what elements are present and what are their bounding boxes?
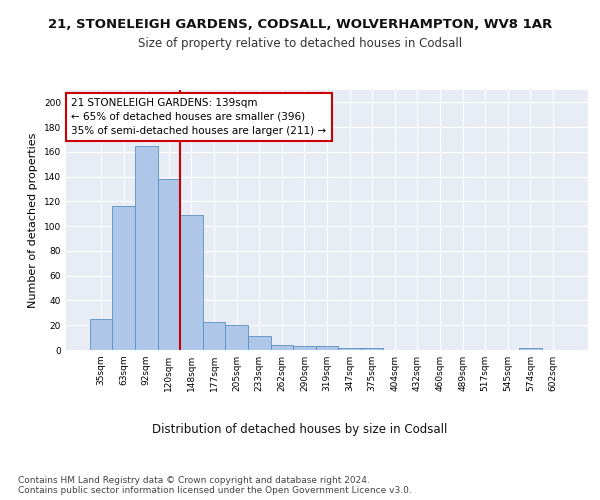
Bar [158, 179, 180, 350]
Text: Distribution of detached houses by size in Codsall: Distribution of detached houses by size … [152, 422, 448, 436]
Bar [271, 345, 293, 350]
Bar [226, 325, 248, 350]
Bar [519, 348, 542, 350]
Bar [361, 348, 383, 350]
Bar [180, 215, 203, 350]
Bar [112, 206, 135, 350]
Text: 21 STONELEIGH GARDENS: 139sqm
← 65% of detached houses are smaller (396)
35% of : 21 STONELEIGH GARDENS: 139sqm ← 65% of d… [71, 98, 326, 136]
Text: Contains HM Land Registry data © Crown copyright and database right 2024.
Contai: Contains HM Land Registry data © Crown c… [18, 476, 412, 495]
Bar [316, 346, 338, 350]
Bar [203, 322, 226, 350]
Bar [248, 336, 271, 350]
Y-axis label: Number of detached properties: Number of detached properties [28, 132, 38, 308]
Bar [293, 346, 316, 350]
Text: Size of property relative to detached houses in Codsall: Size of property relative to detached ho… [138, 38, 462, 51]
Bar [90, 319, 112, 350]
Bar [135, 146, 158, 350]
Text: 21, STONELEIGH GARDENS, CODSALL, WOLVERHAMPTON, WV8 1AR: 21, STONELEIGH GARDENS, CODSALL, WOLVERH… [48, 18, 552, 30]
Bar [338, 348, 361, 350]
